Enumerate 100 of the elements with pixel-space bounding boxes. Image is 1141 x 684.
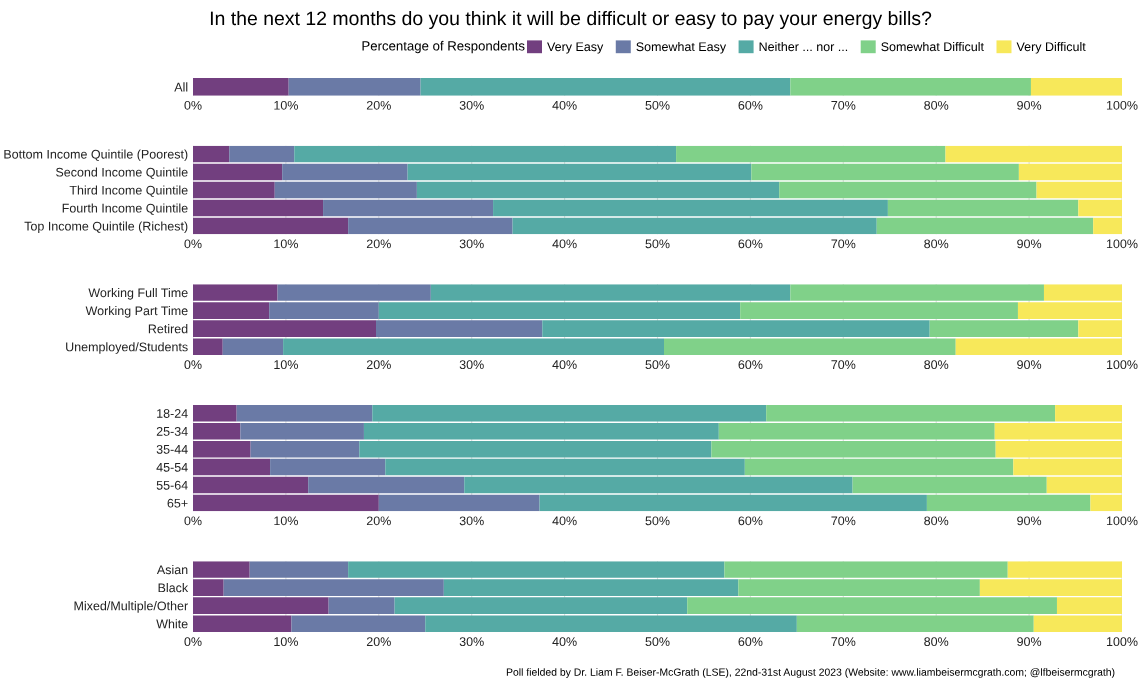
y-tick-label: Bottom Income Quintile (Poorest): [4, 149, 188, 162]
bar: [193, 494, 379, 512]
x-tick-label: 70%: [831, 100, 856, 110]
bar: [193, 78, 289, 96]
y-tick-label: 25-34: [156, 426, 188, 436]
x-tick-label: 40%: [552, 239, 577, 249]
y-tick-label: Second Income Quintile: [56, 167, 188, 179]
bar: [420, 78, 791, 96]
bar: [995, 440, 1122, 458]
y-tick-label: Working Full Time: [88, 287, 188, 300]
y-tick-label: Retired: [148, 324, 188, 334]
bar: [416, 181, 780, 199]
x-tick-label: 10%: [274, 516, 298, 526]
x-tick-label: 60%: [738, 239, 763, 249]
x-tick-label: 30%: [459, 637, 484, 647]
bar: [876, 217, 1094, 235]
bar: [493, 199, 888, 217]
x-tick-label: 70%: [831, 360, 856, 370]
x-tick-label: 50%: [645, 239, 670, 249]
y-tick-label: All: [174, 82, 188, 92]
x-tick-label: 50%: [645, 637, 670, 647]
bar: [229, 145, 295, 163]
x-tick-label: 40%: [552, 516, 577, 526]
y-tick-label: 55-64: [156, 480, 188, 490]
x-tick-label: 70%: [831, 516, 856, 526]
x-tick-label: 80%: [924, 516, 949, 526]
legend-label: Somewhat Difficult: [881, 41, 984, 52]
bar: [512, 217, 877, 235]
y-tick-label: 65+: [167, 498, 188, 508]
x-tick-label: 100%: [1106, 239, 1138, 249]
y-tick-label: Third Income Quintile: [69, 185, 188, 197]
bar: [1018, 163, 1122, 181]
x-tick-label: 100%: [1106, 100, 1138, 110]
legend-label: Neither ... nor ...: [759, 41, 848, 52]
x-tick-label: 60%: [738, 360, 763, 370]
x-tick-label: 30%: [459, 516, 484, 526]
x-tick-label: 60%: [738, 100, 763, 110]
y-tick-label: Unemployed/Students: [66, 342, 188, 354]
bar: [288, 78, 421, 96]
x-tick-label: 10%: [274, 637, 298, 647]
x-tick-label: 0%: [184, 100, 202, 110]
y-tick-label: White: [156, 619, 188, 629]
x-tick-label: 70%: [831, 637, 856, 647]
x-tick-label: 40%: [552, 637, 577, 647]
y-tick-label: 18-24: [157, 409, 188, 418]
x-tick-label: 0%: [184, 239, 202, 249]
x-tick-label: 10%: [274, 360, 298, 370]
bar: [193, 163, 283, 181]
bar: [852, 476, 1047, 494]
bar: [407, 163, 752, 181]
x-tick-label: 60%: [738, 516, 763, 526]
x-tick-label: 30%: [459, 100, 484, 110]
bar: [294, 145, 677, 163]
text: Poll fielded by Dr. Liam F. Beiser-McGrath (LSE), 22nd-31st August 2023 (Website: www.liambeisermcgrath.com; @lfbeisermcgrath): [506, 668, 1115, 678]
bar: [193, 440, 251, 458]
x-tick-label: 100%: [1106, 637, 1138, 647]
x-tick-label: 40%: [552, 100, 577, 110]
bar: [323, 199, 494, 217]
x-tick-label: 90%: [1017, 516, 1042, 526]
x-tick-label: 60%: [738, 637, 763, 647]
y-tick-label: Mixed/Multiple/Other: [74, 601, 188, 613]
bar: [274, 181, 417, 199]
bar: [926, 494, 1091, 512]
bar: [1046, 476, 1122, 494]
y-tick-label: Fourth Income Quintile: [62, 203, 188, 215]
x-tick-label: 90%: [1017, 239, 1042, 249]
bar: [385, 458, 745, 476]
x-tick-label: 20%: [366, 239, 391, 249]
x-tick-label: 90%: [1017, 637, 1042, 647]
bar: [222, 338, 284, 355]
bar: [270, 458, 386, 476]
legend-label: Very Easy: [547, 42, 604, 54]
x-tick-label: 30%: [459, 239, 484, 249]
bar: [1013, 458, 1122, 476]
y-tick-label: Asian: [156, 564, 188, 575]
x-tick-label: 20%: [366, 637, 391, 647]
bar: [193, 217, 349, 235]
bar: [539, 494, 927, 512]
bar: [779, 181, 1037, 199]
x-tick-label: 50%: [645, 516, 670, 526]
y-tick-label: Working Part Time: [85, 306, 188, 318]
bar: [1090, 494, 1122, 512]
bar: [348, 217, 513, 235]
bar: [711, 440, 996, 458]
bar: [790, 78, 1031, 96]
x-tick-label: 10%: [274, 239, 298, 249]
x-tick-label: 80%: [924, 360, 949, 370]
x-tick-label: 70%: [831, 239, 856, 249]
y-tick-label: Black: [158, 583, 189, 593]
bar: [193, 181, 275, 199]
x-tick-label: 0%: [184, 516, 202, 526]
y-tick-label: 35-44: [156, 444, 188, 454]
x-tick-label: 10%: [274, 100, 298, 110]
bar: [1078, 199, 1122, 217]
bar: [193, 199, 324, 217]
bar: [945, 145, 1122, 163]
legend-label: Somewhat Easy: [636, 41, 727, 54]
bar: [250, 440, 360, 458]
bar: [359, 440, 712, 458]
bar: [744, 458, 1014, 476]
